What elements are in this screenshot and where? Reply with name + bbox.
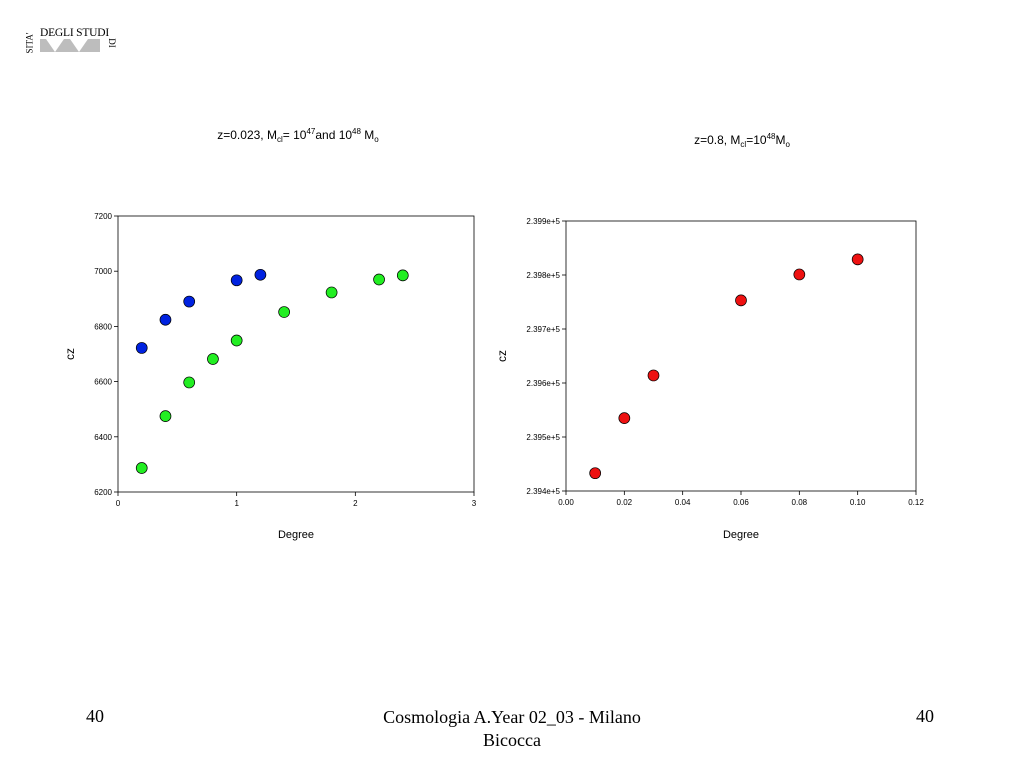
x-tick-label: 0.04: [675, 498, 691, 507]
data-point: [230, 274, 243, 287]
data-point: [207, 353, 219, 365]
y-tick-label: 2.398e+5: [526, 271, 560, 280]
y-tick-label: 6200: [94, 488, 112, 497]
y-tick-label: 6600: [94, 378, 112, 387]
data-point: [793, 268, 806, 281]
x-tick-label: 0.08: [792, 498, 808, 507]
x-tick-label: 0.02: [617, 498, 633, 507]
y-tick-label: 7200: [94, 212, 112, 221]
data-point: [254, 268, 267, 281]
y-tick-label: 7000: [94, 267, 112, 276]
x-tick-label: 2: [353, 499, 358, 508]
x-tick-label: 0.10: [850, 498, 866, 507]
chart-title: z=0.8, Mcl​=1048​Mo​: [694, 132, 790, 149]
y-axis-label: cz: [495, 350, 509, 362]
y-tick-label: 2.394e+5: [526, 487, 560, 496]
x-tick-label: 1: [234, 499, 239, 508]
footer-page-number-left: 40: [86, 706, 104, 726]
y-tick-label: 2.397e+5: [526, 325, 560, 334]
plot-frame: [117, 215, 475, 493]
data-point: [159, 313, 172, 326]
y-tick-label: 2.399e+5: [526, 217, 560, 226]
x-tick-label: 0.06: [733, 498, 749, 507]
data-point: [325, 286, 338, 299]
y-tick-label: 6800: [94, 322, 112, 331]
y-tick-label: 6400: [94, 433, 112, 442]
data-point: [230, 334, 243, 347]
data-point: [278, 306, 290, 318]
y-tick-label: 2.395e+5: [526, 433, 560, 442]
data-point: [135, 462, 148, 474]
y-tick-label: 2.396e+5: [526, 379, 560, 388]
data-point: [735, 294, 747, 307]
data-point: [373, 273, 385, 286]
x-tick-label: 0: [116, 499, 121, 508]
data-point: [183, 295, 196, 308]
x-axis-label: Degree: [723, 529, 759, 541]
footer-course-title: Cosmologia A.Year 02_03 - Milano Bicocca: [383, 707, 641, 750]
x-tick-label: 0.00: [558, 498, 574, 507]
data-point: [589, 467, 602, 480]
data-point: [396, 269, 409, 282]
data-point: [851, 253, 864, 266]
footer-page-number-right: 40: [916, 706, 934, 726]
data-point: [135, 342, 148, 354]
logo-band-graphic: [40, 39, 100, 52]
data-point: [159, 410, 172, 422]
plot-frame: [565, 220, 917, 492]
x-tick-label: 0.12: [908, 498, 924, 507]
data-point: [647, 369, 660, 382]
data-point: [183, 376, 196, 389]
y-axis-label: cz: [63, 348, 77, 360]
data-point: [618, 412, 631, 424]
university-logo: SITA' DEGLI STUDI DI: [24, 24, 116, 58]
x-axis-label: Degree: [278, 529, 314, 541]
chart-title: z=0.023, Mcl​= 1047​and 1048​ Mo​: [217, 127, 379, 144]
logo-text: DEGLI STUDI: [40, 27, 110, 39]
x-tick-label: 3: [472, 499, 477, 508]
